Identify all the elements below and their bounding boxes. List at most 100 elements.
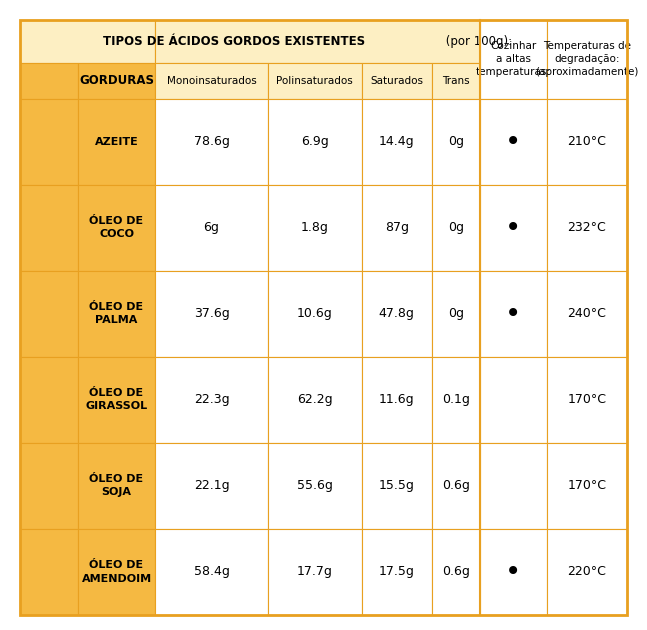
Text: 47.8g: 47.8g	[378, 307, 415, 320]
Bar	[78, 98, 155, 185]
Text: Temperaturas de
degradação:
(aproximadamente): Temperaturas de degradação: (aproximadam…	[535, 41, 639, 77]
Text: 170°C: 170°C	[567, 393, 606, 406]
Text: 37.6g: 37.6g	[193, 307, 230, 320]
Text: 1.8g: 1.8g	[301, 221, 329, 234]
Bar	[432, 443, 480, 529]
Text: Trans: Trans	[442, 76, 470, 86]
Bar	[480, 185, 547, 271]
Bar	[547, 98, 627, 185]
Text: •: •	[505, 300, 521, 328]
Bar	[268, 529, 362, 615]
Text: (por 100g):: (por 100g):	[442, 35, 512, 48]
Bar	[547, 443, 627, 529]
Text: 0g: 0g	[448, 307, 464, 320]
Text: 15.5g: 15.5g	[378, 479, 415, 493]
Text: 14.4g: 14.4g	[379, 135, 415, 148]
Bar	[268, 271, 362, 357]
Bar	[362, 98, 432, 185]
Text: 87g: 87g	[385, 221, 409, 234]
Bar	[155, 98, 268, 185]
Bar	[480, 20, 547, 63]
Text: 220°C: 220°C	[567, 566, 606, 578]
Bar	[155, 63, 268, 98]
Bar	[78, 529, 155, 615]
Bar	[362, 185, 432, 271]
Bar	[20, 529, 78, 615]
Bar	[155, 185, 268, 271]
Text: 58.4g: 58.4g	[193, 566, 230, 578]
Text: 62.2g: 62.2g	[297, 393, 333, 406]
Bar	[480, 20, 547, 98]
Bar	[20, 357, 78, 443]
Text: 6g: 6g	[204, 221, 219, 234]
Bar	[547, 185, 627, 271]
Bar	[155, 357, 268, 443]
Text: 0g: 0g	[448, 135, 464, 148]
Text: 10.6g: 10.6g	[297, 307, 333, 320]
Bar	[155, 529, 268, 615]
Text: 17.5g: 17.5g	[378, 566, 415, 578]
Bar	[155, 443, 268, 529]
Bar	[480, 357, 547, 443]
Bar	[362, 63, 432, 98]
Text: Saturados: Saturados	[370, 76, 423, 86]
Text: 17.7g: 17.7g	[297, 566, 333, 578]
Text: 240°C: 240°C	[567, 307, 606, 320]
Bar	[155, 271, 268, 357]
Bar	[547, 357, 627, 443]
Bar	[20, 98, 78, 185]
Bar	[20, 271, 78, 357]
Text: 210°C: 210°C	[567, 135, 606, 148]
Text: 0.6g: 0.6g	[442, 479, 470, 493]
Bar	[362, 443, 432, 529]
Bar	[78, 63, 155, 98]
Text: 0.1g: 0.1g	[442, 393, 470, 406]
Bar	[362, 271, 432, 357]
Text: 22.1g: 22.1g	[193, 479, 229, 493]
Bar	[20, 185, 78, 271]
Text: 232°C: 232°C	[567, 221, 606, 234]
Bar	[78, 185, 155, 271]
Bar	[78, 357, 155, 443]
Text: ÓLEO DE
PALMA: ÓLEO DE PALMA	[89, 302, 144, 325]
Bar	[268, 357, 362, 443]
Text: Monoinsaturados: Monoinsaturados	[167, 76, 256, 86]
Text: ÓLEO DE
AMENDOIM: ÓLEO DE AMENDOIM	[82, 560, 151, 583]
Bar	[432, 271, 480, 357]
Text: 55.6g: 55.6g	[297, 479, 333, 493]
Text: AZEITE: AZEITE	[94, 137, 138, 147]
Text: GORDURAS: GORDURAS	[79, 74, 154, 87]
Bar	[480, 271, 547, 357]
Bar	[432, 98, 480, 185]
Text: 22.3g: 22.3g	[193, 393, 229, 406]
Bar	[362, 529, 432, 615]
Text: Polinsaturados: Polinsaturados	[276, 76, 353, 86]
Bar	[480, 98, 547, 185]
Bar	[78, 271, 155, 357]
Bar	[20, 63, 78, 98]
Text: •: •	[505, 558, 521, 586]
Text: 0.6g: 0.6g	[442, 566, 470, 578]
Bar	[78, 443, 155, 529]
Bar	[268, 63, 362, 98]
Bar	[268, 443, 362, 529]
Bar	[480, 529, 547, 615]
Bar	[20, 20, 155, 63]
Text: ÓLEO DE
SOJA: ÓLEO DE SOJA	[89, 474, 144, 498]
Bar	[362, 357, 432, 443]
Text: 0g: 0g	[448, 221, 464, 234]
Bar	[547, 20, 627, 63]
Text: 78.6g: 78.6g	[193, 135, 230, 148]
Text: TIPOS DE ÁCIDOS GORDOS EXISTENTES: TIPOS DE ÁCIDOS GORDOS EXISTENTES	[104, 35, 366, 48]
Bar	[547, 20, 627, 98]
Bar	[432, 357, 480, 443]
Bar	[547, 529, 627, 615]
Bar	[432, 529, 480, 615]
Text: ÓLEO DE
GIRASSOL: ÓLEO DE GIRASSOL	[85, 388, 148, 411]
Bar	[432, 63, 480, 98]
Bar	[268, 185, 362, 271]
Bar	[155, 20, 480, 63]
Text: 11.6g: 11.6g	[379, 393, 415, 406]
Text: Cozinhar
a altas
temperaturas:: Cozinhar a altas temperaturas:	[476, 41, 551, 77]
Bar	[480, 443, 547, 529]
